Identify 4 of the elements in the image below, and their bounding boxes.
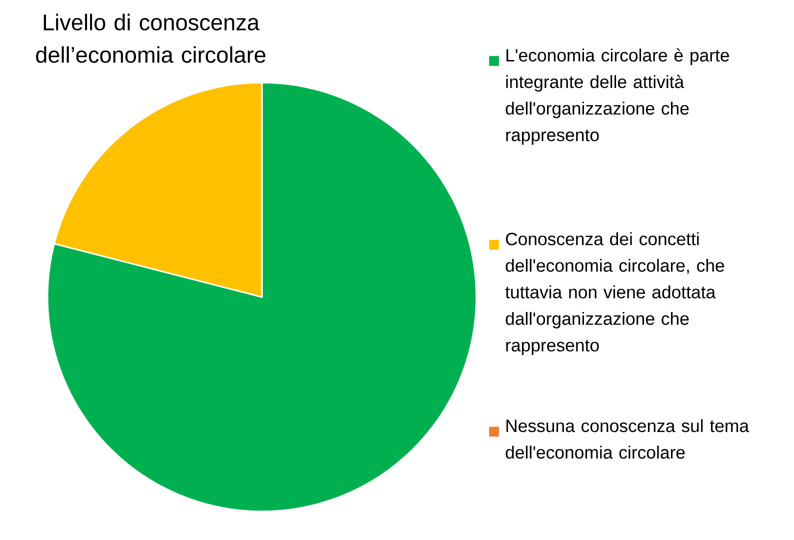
legend-label: Conoscenza dei concetti dell'economia circolare, che tuttavia non viene adottata dall'organizzazione che rappresento xyxy=(505,232,724,356)
legend-label: Nessuna conoscenza sul tema dell'economia circolare xyxy=(506,419,750,459)
legend-label: L'economia circolare è parte integrante delle attività dell'organizzazione che rappresento xyxy=(506,48,730,145)
chart-title: Livello di conoscenza dell’economia circolare xyxy=(36,14,266,63)
